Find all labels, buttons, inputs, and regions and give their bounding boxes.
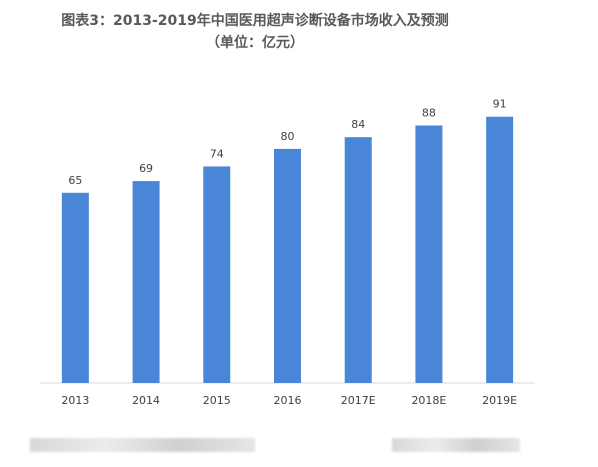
bar-2016 <box>274 148 301 383</box>
bar-2014 <box>132 181 160 383</box>
bar-2013 <box>61 192 89 383</box>
chart-title: 图表3：2013-2019年中国医用超声诊断设备市场收入及预测 <box>61 13 449 29</box>
bar-2015 <box>203 166 231 383</box>
value-label-2017E: 84 <box>351 118 365 131</box>
x-tick-label-2014: 2014 <box>132 394 160 407</box>
value-label-2014: 69 <box>139 162 153 175</box>
value-label-2019E: 91 <box>493 98 507 111</box>
x-tick-label-2015: 2015 <box>203 394 231 407</box>
chart-subtitle: （单位：亿元） <box>206 35 304 51</box>
chart-title-block: 图表3：2013-2019年中国医用超声诊断设备市场收入及预测 （单位：亿元） <box>0 10 510 54</box>
bar-2019E <box>486 116 514 383</box>
bar-2017E <box>344 137 372 383</box>
bar-2018E <box>415 125 443 384</box>
value-label-2016: 80 <box>281 130 295 143</box>
value-label-2018E: 88 <box>422 106 436 119</box>
x-tick-label-2019E: 2019E <box>482 394 517 407</box>
x-tick-label-2018E: 2018E <box>411 394 446 407</box>
blurred-source-text <box>30 438 255 452</box>
blurred-watermark-text <box>392 438 520 452</box>
value-label-2015: 74 <box>210 147 224 160</box>
x-tick-label-2017E: 2017E <box>341 394 376 407</box>
x-tick-label-2013: 2013 <box>61 394 89 407</box>
value-label-2013: 65 <box>68 174 82 187</box>
x-tick-label-2016: 2016 <box>274 394 302 407</box>
